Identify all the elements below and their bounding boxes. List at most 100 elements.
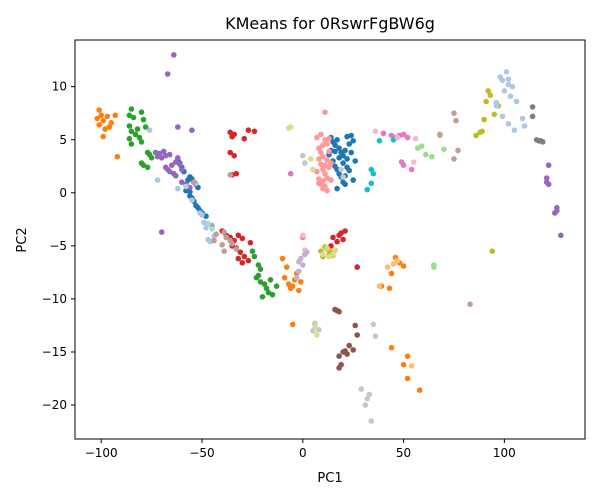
data-point — [112, 112, 119, 119]
data-point — [350, 177, 357, 183]
data-point — [287, 170, 294, 177]
data-point — [239, 260, 246, 266]
data-point — [221, 248, 227, 254]
data-point — [455, 147, 461, 154]
data-point — [423, 151, 429, 158]
data-point — [144, 164, 151, 171]
data-point — [261, 281, 268, 287]
data-point — [324, 245, 330, 251]
data-point — [126, 123, 133, 129]
data-point — [259, 294, 266, 300]
y-axis-ticks: −20 −15 −10 −5 0 5 10 — [42, 80, 75, 412]
x-axis-label: PC1 — [317, 471, 342, 486]
data-point — [362, 402, 369, 408]
data-point — [539, 139, 546, 145]
data-point — [320, 166, 326, 173]
data-point — [320, 251, 326, 258]
data-point — [152, 149, 159, 156]
data-point — [166, 151, 173, 158]
data-point — [183, 183, 189, 190]
data-point — [308, 156, 314, 162]
data-point — [148, 155, 155, 161]
data-point — [253, 274, 260, 281]
data-point — [175, 124, 181, 130]
y-tick-label: −20 — [42, 398, 67, 412]
data-point — [408, 363, 415, 369]
data-point — [241, 253, 248, 260]
data-point — [160, 148, 167, 155]
data-point — [263, 285, 270, 292]
data-point — [332, 306, 338, 313]
data-point — [287, 124, 294, 130]
x-tick-label: 0 — [299, 446, 307, 460]
data-point — [509, 83, 516, 90]
data-point — [209, 226, 215, 232]
data-point — [312, 323, 318, 330]
data-point — [241, 135, 248, 142]
data-point — [388, 344, 395, 351]
data-point — [404, 375, 411, 382]
data-point — [368, 166, 375, 173]
data-point — [511, 127, 518, 133]
data-point — [368, 180, 375, 187]
data-point — [429, 153, 435, 160]
data-point — [521, 123, 528, 129]
data-point — [400, 263, 407, 269]
data-point — [364, 395, 371, 402]
data-point — [175, 155, 181, 161]
cluster-17 — [285, 124, 338, 338]
data-point — [336, 365, 342, 371]
data-point — [453, 117, 459, 124]
data-point — [328, 160, 334, 166]
y-tick-label: −15 — [42, 345, 67, 359]
data-point — [281, 274, 288, 281]
data-point — [298, 279, 304, 285]
data-point — [497, 74, 504, 80]
data-point — [346, 167, 353, 174]
data-point — [310, 328, 316, 334]
data-point — [451, 156, 457, 162]
data-point — [96, 122, 102, 128]
data-point — [404, 134, 411, 141]
cluster-2 — [126, 106, 280, 300]
data-point — [126, 112, 133, 119]
data-point — [348, 149, 355, 156]
data-point — [251, 128, 258, 135]
data-point — [324, 157, 330, 163]
data-point — [239, 235, 246, 242]
data-point — [316, 145, 322, 151]
data-point — [342, 181, 348, 188]
data-point — [195, 184, 201, 191]
data-point — [394, 257, 401, 264]
data-point — [477, 129, 484, 136]
data-point — [408, 166, 415, 173]
data-point — [96, 107, 102, 113]
data-point — [173, 159, 179, 165]
data-point — [247, 239, 254, 246]
data-point — [529, 104, 536, 110]
data-point — [199, 212, 205, 218]
data-point — [227, 172, 233, 178]
data-point — [94, 115, 100, 122]
cluster-5 — [332, 306, 361, 371]
data-point — [310, 166, 316, 173]
data-point — [175, 185, 181, 192]
data-point — [322, 162, 328, 168]
data-point — [229, 240, 235, 247]
data-point — [336, 145, 342, 151]
data-point — [300, 262, 306, 268]
data-point — [203, 225, 209, 231]
data-point — [418, 143, 425, 149]
data-point — [314, 332, 320, 338]
data-point — [134, 126, 141, 132]
data-point — [332, 247, 338, 253]
data-point — [431, 264, 437, 270]
data-point — [491, 111, 498, 118]
data-point — [336, 155, 342, 161]
data-point — [267, 277, 274, 283]
data-point — [336, 353, 342, 360]
data-point — [205, 220, 211, 227]
data-point — [380, 130, 387, 137]
y-tick-label: 5 — [59, 133, 67, 147]
